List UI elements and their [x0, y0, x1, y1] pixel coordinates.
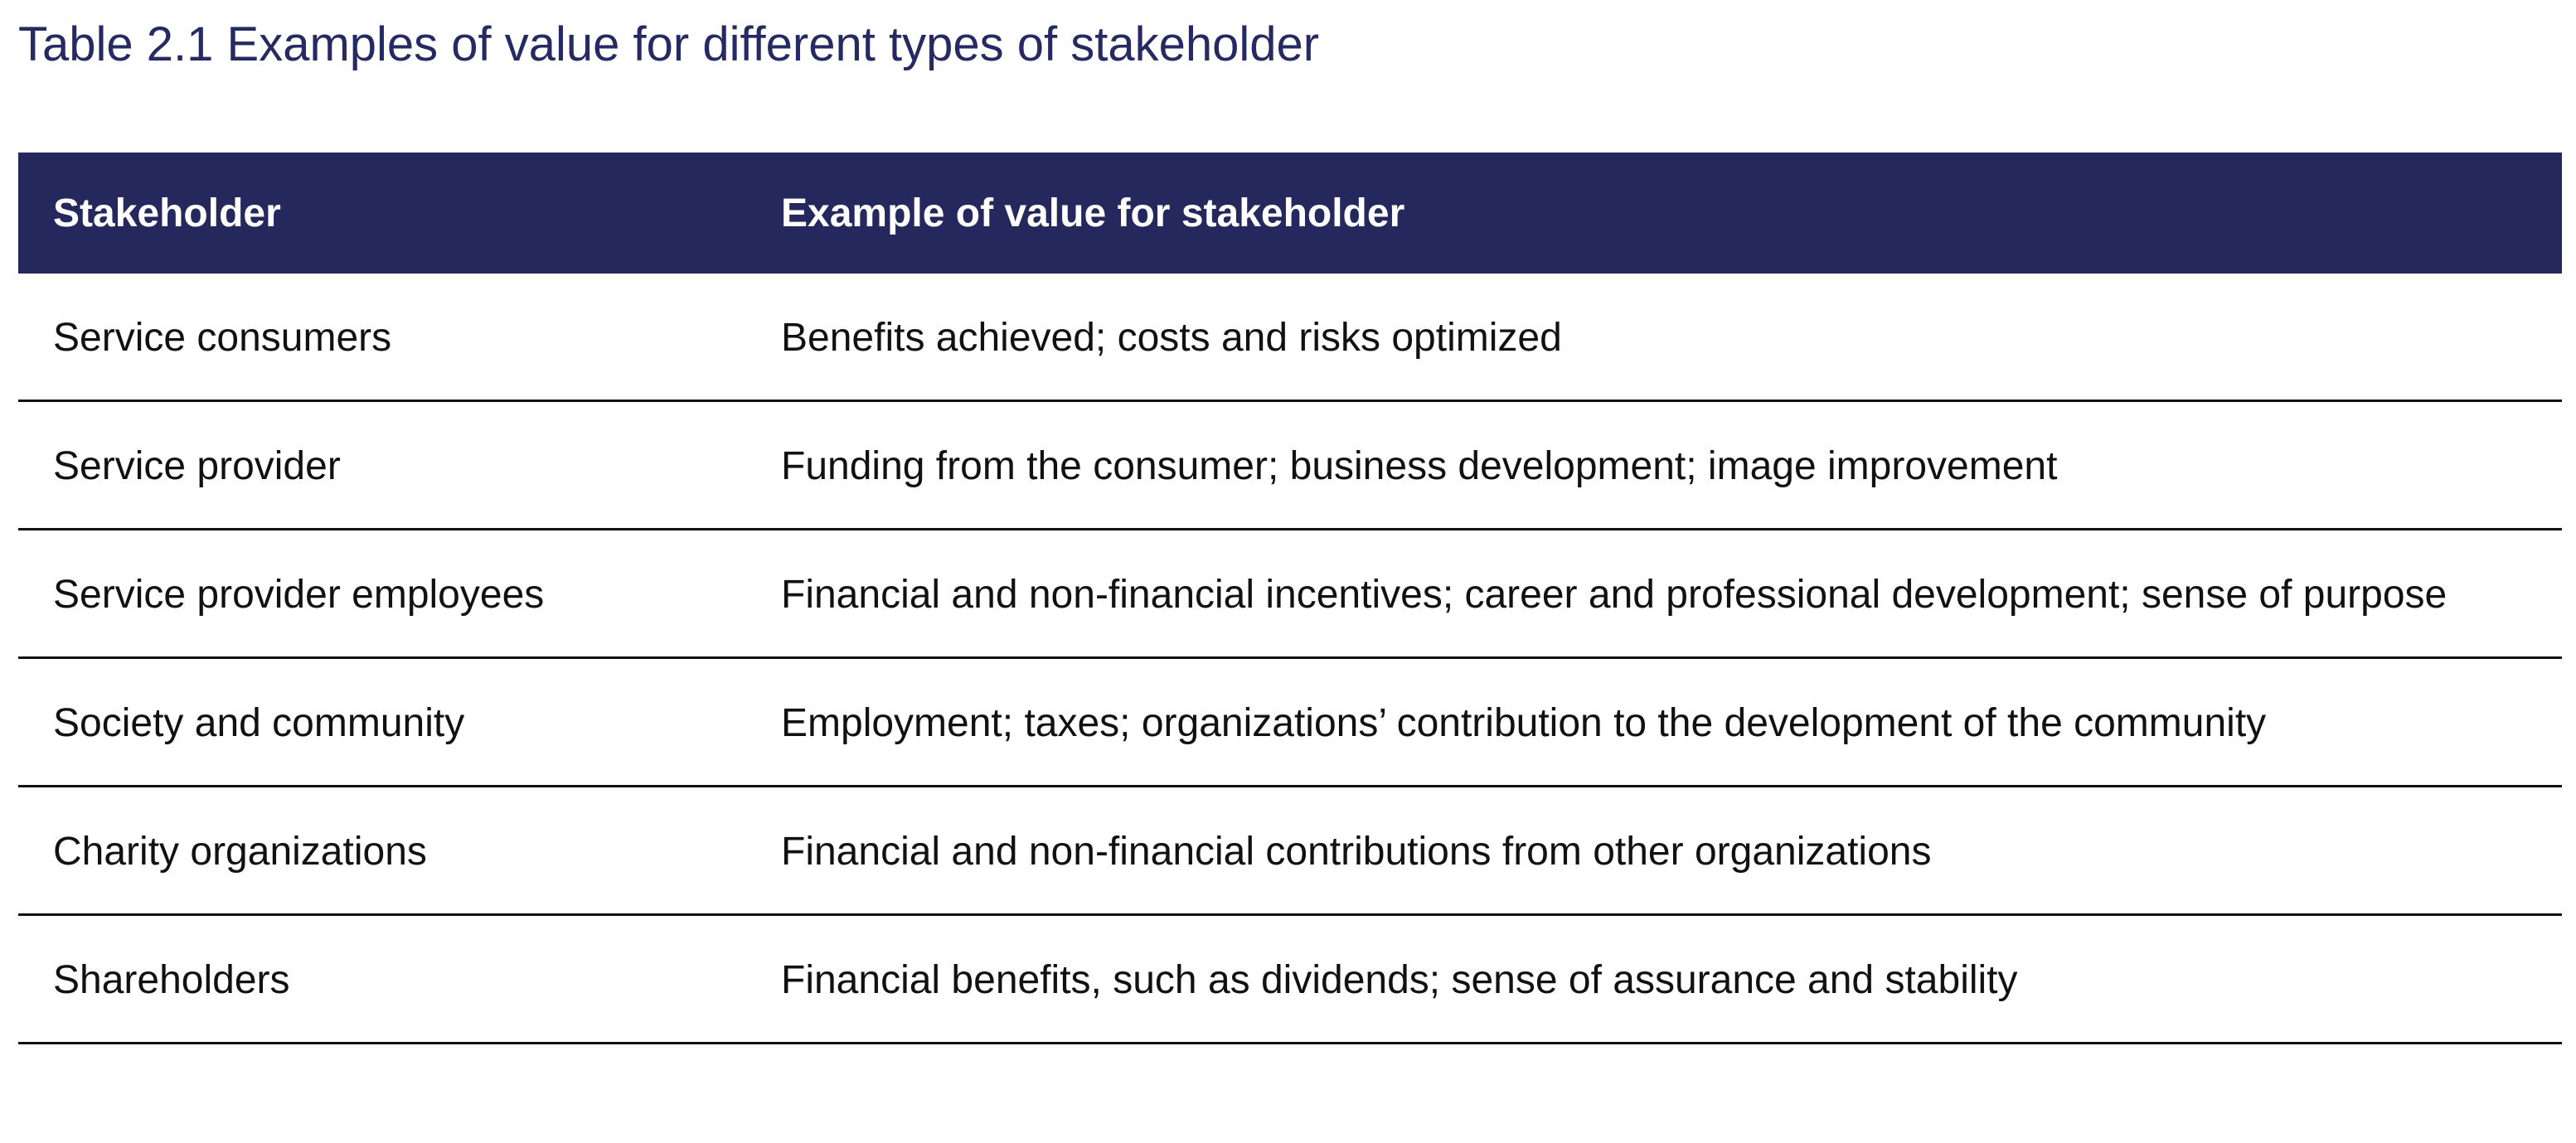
table-row: Society and community Employment; taxes;…: [18, 659, 2562, 787]
table-row: Shareholders Financial benefits, such as…: [18, 916, 2562, 1044]
value-cell: Employment; taxes; organizations’ contri…: [781, 701, 2267, 745]
value-cell: Benefits achieved; costs and risks optim…: [781, 316, 1562, 360]
table-row: Charity organizations Financial and non-…: [18, 787, 2562, 916]
stakeholder-value-table: Stakeholder Example of value for stakeho…: [18, 153, 2562, 1044]
table-caption: Table 2.1 Examples of value for differen…: [18, 17, 1320, 71]
table-row: Service consumers Benefits achieved; cos…: [18, 274, 2562, 402]
value-cell: Funding from the consumer; business deve…: [781, 444, 2058, 488]
table-row: Service provider Funding from the consum…: [18, 402, 2562, 530]
stakeholder-cell: Shareholders: [53, 958, 290, 1002]
column-header-stakeholder: Stakeholder: [53, 191, 281, 235]
table-row: Service provider employees Financial and…: [18, 530, 2562, 659]
stakeholder-cell: Service provider employees: [53, 573, 545, 617]
value-cell: Financial and non-financial incentives; …: [781, 573, 2447, 617]
stakeholder-cell: Charity organizations: [53, 830, 427, 874]
stakeholder-cell: Service provider: [53, 444, 341, 488]
stakeholder-cell: Service consumers: [53, 316, 392, 360]
column-header-example-of-value: Example of value for stakeholder: [781, 191, 1405, 235]
table-header-row: Stakeholder Example of value for stakeho…: [18, 153, 2562, 274]
stakeholder-cell: Society and community: [53, 701, 465, 745]
value-cell: Financial and non-financial contribution…: [781, 830, 1932, 874]
value-cell: Financial benefits, such as dividends; s…: [781, 958, 2018, 1002]
